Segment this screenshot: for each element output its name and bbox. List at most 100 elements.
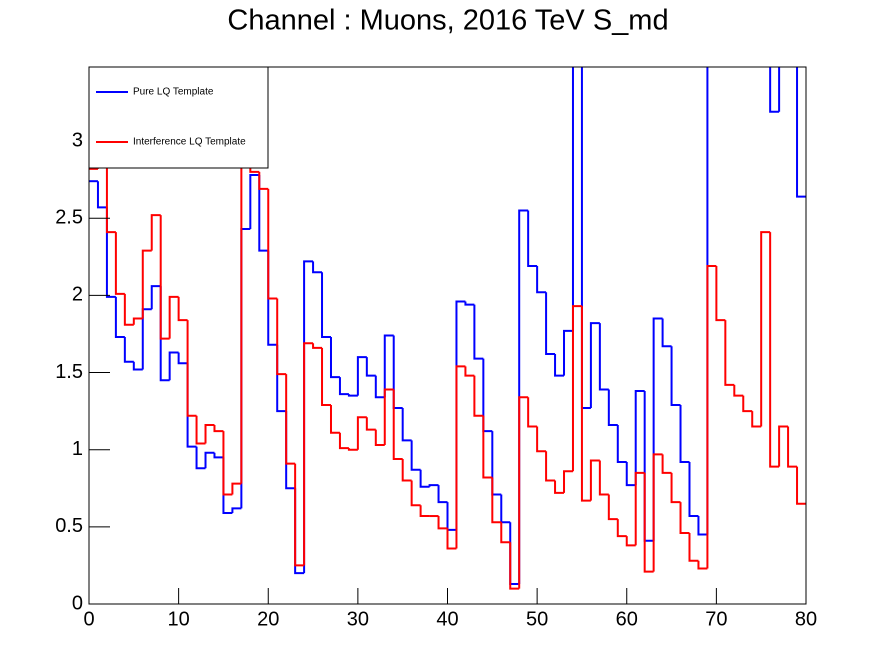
legend-label: Pure LQ Template (133, 87, 214, 98)
histogram-step (616, 425, 627, 464)
histogram-step (554, 480, 565, 494)
histogram-step (571, 67, 574, 331)
histogram-step (491, 477, 502, 524)
histogram-step (670, 472, 681, 504)
histogram-step (607, 494, 618, 521)
histogram-step (661, 318, 672, 348)
x-tick-label: 40 (436, 608, 458, 630)
histogram-step (383, 334, 394, 398)
histogram-step (329, 337, 340, 379)
histogram-step (392, 335, 403, 410)
y-tick-label: 2.5 (55, 207, 83, 229)
histogram-step (634, 390, 645, 486)
y-tick-label: 0 (72, 592, 83, 614)
histogram-step (598, 323, 609, 391)
histogram-step (338, 432, 349, 450)
histogram-step (580, 67, 591, 410)
histogram-step (428, 484, 439, 487)
y-tick-label: 1 (72, 438, 83, 460)
histogram-step (96, 181, 107, 209)
histogram-step (123, 337, 134, 363)
histogram-step (150, 285, 161, 310)
histogram-step (374, 375, 385, 399)
histogram-step (473, 304, 484, 360)
histogram-step (141, 308, 152, 370)
histogram-step (616, 519, 627, 538)
histogram-step (670, 346, 681, 406)
histogram-step (177, 352, 188, 365)
histogram-step (464, 366, 475, 377)
histogram-step (294, 488, 305, 575)
histogram-step (329, 404, 340, 434)
histogram-step (598, 460, 609, 496)
histogram-step (231, 482, 242, 495)
histogram-step (222, 457, 233, 514)
histogram-step (634, 471, 645, 546)
histogram-step (204, 451, 215, 469)
histogram-step (365, 417, 376, 431)
histogram-step (177, 296, 188, 322)
histogram-step (589, 322, 600, 409)
histogram-step (249, 174, 260, 230)
histogram-step (554, 354, 565, 377)
histogram-step (536, 426, 547, 453)
histogram-step (222, 431, 233, 496)
histogram-step (697, 516, 708, 536)
plot-area (89, 67, 806, 590)
histogram-step (742, 395, 753, 413)
histogram-step (563, 470, 573, 493)
histogram-step (321, 272, 331, 339)
histogram-step (312, 261, 323, 274)
histogram-step (168, 295, 179, 339)
y-tick-label: 1.5 (55, 361, 83, 383)
histogram-step (401, 408, 412, 442)
histogram-step (446, 528, 457, 550)
histogram-step (285, 411, 296, 490)
histogram-step (437, 485, 448, 504)
histogram-step (168, 351, 179, 381)
y-tick-label: 2 (72, 284, 83, 306)
histogram-step (258, 171, 269, 190)
histogram-step (589, 459, 600, 501)
histogram-step (356, 356, 367, 396)
histogram-step (347, 394, 358, 397)
histogram-step (482, 415, 493, 479)
histogram-step (114, 296, 125, 339)
histogram-step (500, 522, 511, 544)
x-tick-label: 50 (526, 608, 548, 630)
histogram-step (697, 560, 708, 570)
histogram-step (258, 175, 269, 252)
histogram-step (213, 452, 224, 459)
histogram-step (751, 411, 762, 428)
histogram-step (500, 494, 511, 524)
histogram-step (114, 232, 125, 295)
x-tick-label: 70 (705, 608, 727, 630)
histogram-step (240, 155, 251, 484)
histogram-step (410, 440, 421, 471)
histogram-step (356, 416, 367, 450)
histogram-step (276, 298, 287, 376)
histogram-step (769, 67, 780, 113)
histogram-step (760, 231, 771, 427)
histogram-step (778, 67, 781, 112)
histogram-step (688, 462, 699, 518)
histogram-step (625, 462, 636, 487)
histogram-step (661, 454, 672, 474)
histogram-step (464, 301, 475, 306)
histogram-step (437, 516, 448, 530)
x-tick-label: 60 (616, 608, 638, 630)
histogram-step (706, 67, 709, 535)
x-tick-label: 30 (347, 608, 369, 630)
histogram-step (509, 542, 520, 590)
histogram-step (132, 317, 143, 325)
histogram-step (401, 458, 412, 482)
histogram-step (150, 214, 161, 251)
histogram-step (652, 453, 663, 572)
histogram-step (536, 266, 547, 294)
legend-label: Interference LQ Template (133, 137, 246, 148)
histogram-step (688, 533, 699, 562)
histogram-step (141, 249, 152, 319)
histogram-step (195, 446, 206, 470)
histogram-step (419, 469, 430, 488)
histogram-step (312, 343, 323, 349)
